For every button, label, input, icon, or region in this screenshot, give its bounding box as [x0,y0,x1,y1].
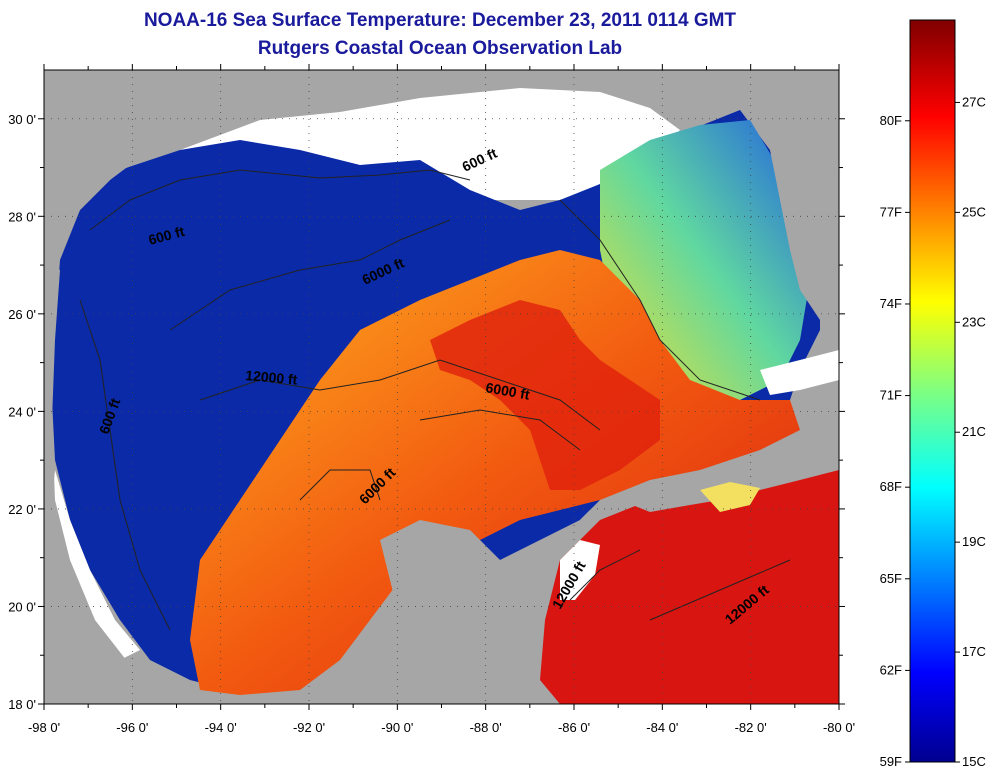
colorbar-c-label: 17C [962,644,986,659]
x-tick-label: -92 0' [293,720,325,735]
colorbar-f-label: 65F [880,571,902,586]
colorbar-c-label: 15C [962,754,986,769]
contour-6000-yucatan [569,549,641,601]
x-tick-label: -90 0' [381,720,413,735]
y-tick-label: 22 0' [8,502,36,517]
x-tick-label: -80 0' [823,720,855,735]
us-land [44,70,839,260]
map-title: NOAA-16 Sea Surface Temperature: Decembe… [143,10,737,31]
contour-6000-central [419,409,581,451]
x-tick-label: -86 0' [558,720,590,735]
colorbar-f-label: 59F [880,754,902,769]
contour-12000-caribbean [649,559,791,621]
y-tick-label: 26 0' [8,307,36,322]
y-tick-label: 18 0' [8,697,36,712]
x-tick-label: -94 0' [205,720,237,735]
colorbar-c-label: 19C [962,534,986,549]
map-subtitle: Rutgers Coastal Ocean Observation Lab [257,38,623,59]
florida-land [760,70,839,330]
contour-6000-north [169,219,451,331]
map-area [44,70,839,704]
x-axis: -98 0' -96 0' -94 0' -92 0' -90 0' -88 0' -86 … [28,64,855,735]
contour-600-north [89,169,471,231]
contour-label-12000: 12000 ft [245,367,299,388]
x-tick-label: -96 0' [116,720,148,735]
contour-600-east [559,199,761,401]
colorbar-f-label: 62F [880,662,902,677]
colorbar-scale [909,19,956,763]
colorbar-f-label: 74F [880,296,902,311]
yucatan-land [380,510,610,700]
y-tick-label: 28 0' [8,209,36,224]
colorbar-f-label: 77F [880,204,902,219]
colorbar-f-label: 68F [880,479,902,494]
contour-600-west [79,299,171,631]
x-tick-label: -88 0' [470,720,502,735]
map-gridlines [44,70,839,704]
mexico-land [44,260,210,704]
colorbar-f-label: 71F [880,388,902,403]
bathymetry-contours [79,169,791,631]
y-axis: 30 0' 28 0' 26 0' 24 0' 22 0' 20 0' 18 0' [8,112,845,712]
colorbar: 80F 77F 74F 71F 68F 65F 62F 59F 27C 25C 23C 21C 19C… [880,19,986,769]
cloud-keys [760,350,839,395]
x-tick-label: -82 0' [735,720,767,735]
cloud-yucatan [560,540,600,600]
y-tick-label: 24 0' [8,404,36,419]
colorbar-c-label: 25C [962,204,986,219]
colorbar-f-label: 80F [880,113,902,128]
x-tick-label: -84 0' [646,720,678,735]
caribbean-warm [540,470,839,704]
colorbar-c-label: 23C [962,314,986,329]
contour-600-campeche [299,469,381,501]
y-tick-label: 20 0' [8,599,36,614]
colorbar-c-label: 21C [962,424,986,439]
colorbar-fahrenheit-labels: 80F 77F 74F 71F 68F 65F 62F 59F [880,113,910,769]
cloud-cuba [700,482,760,512]
x-tick-label: -98 0' [28,720,60,735]
colorbar-c-label: 27C [962,94,986,109]
y-tick-label: 30 0' [8,112,36,127]
warm-water [190,250,800,695]
colorbar-celsius-labels: 27C 25C 23C 21C 19C 17C 15C [955,94,986,769]
contour-label-6000-central: 6000 ft [484,379,531,403]
contour-12000 [199,359,601,431]
